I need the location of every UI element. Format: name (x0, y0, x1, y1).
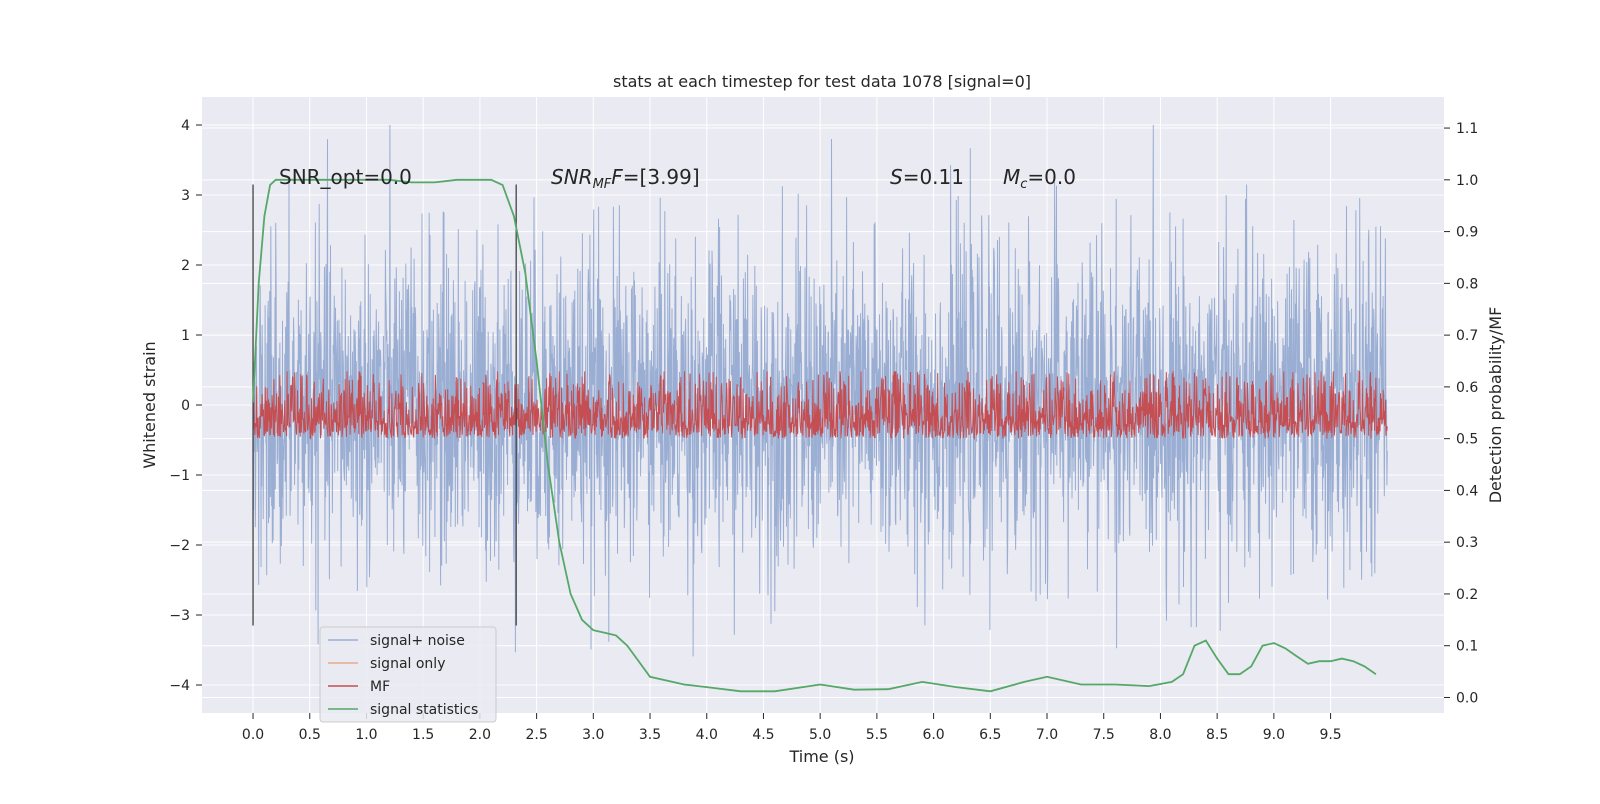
mc-value: =0.0 (1027, 165, 1076, 189)
y-tick-label: 3 (181, 188, 190, 204)
series-mf-line (252, 370, 1388, 440)
mc-symbol: M (1003, 165, 1020, 189)
y-tick-label: 4 (181, 118, 190, 134)
s-symbol: S (890, 165, 903, 189)
s-value: =0.11 (903, 165, 964, 189)
x-tick-label: 0.0 (242, 727, 264, 743)
series-signal-statistics-line (252, 178, 1377, 693)
snr-mf-f: F (611, 165, 623, 189)
x-tick-label: 7.0 (1036, 727, 1058, 743)
x-tick-label: 7.5 (1093, 727, 1115, 743)
snr-mf-value: =[3.99] (623, 165, 700, 189)
y-axis-label: Whitened strain (140, 341, 159, 468)
legend-box (319, 626, 497, 723)
y-axis-ticks: 4 3 2 1 0 −1 −2 −3 −4 (169, 118, 202, 694)
x-tick-label: 1.5 (412, 727, 434, 743)
y2-tick-label: 0.6 (1456, 380, 1478, 396)
legend-label-mf: MF (370, 679, 390, 695)
x-tick-label: 9.0 (1263, 727, 1285, 743)
vertical-markers (252, 184, 517, 626)
y-tick-label: 0 (181, 398, 190, 414)
y-tick-label: 1 (181, 328, 190, 344)
y2-tick-label: 0.3 (1456, 535, 1478, 551)
y-tick-label: −1 (169, 468, 190, 484)
y2-tick-label: 0.9 (1456, 225, 1478, 241)
y-tick-label: −4 (169, 678, 190, 694)
snr-mf-symbol: SNR (551, 165, 593, 189)
y2-tick-label: 0.7 (1456, 328, 1478, 344)
legend-label-signal-noise: signal+ noise (370, 633, 465, 649)
chart-title: stats at each timestep for test data 107… (613, 72, 1031, 91)
x-axis-label: Time (s) (788, 747, 854, 766)
legend-label-signal-only: signal only (370, 656, 445, 672)
y2-tick-label: 0.5 (1456, 432, 1478, 448)
x-tick-label: 1.0 (355, 727, 377, 743)
x-tick-label: 3.5 (639, 727, 661, 743)
x-tick-label: 9.5 (1319, 727, 1341, 743)
y-tick-label: −2 (169, 538, 190, 554)
annotation-mc: Mc=0.0 (1003, 165, 1076, 192)
y2-tick-label: 0.4 (1456, 483, 1478, 499)
y2-tick-label: 0.0 (1456, 690, 1478, 706)
y-tick-label: −3 (169, 608, 190, 624)
y2-tick-label: 0.1 (1456, 639, 1478, 655)
x-tick-label: 3.0 (582, 727, 604, 743)
snr-mf-subscript: MF (593, 177, 612, 192)
x-tick-label: 4.5 (752, 727, 774, 743)
x-tick-label: 6.5 (979, 727, 1001, 743)
mc-subscript: c (1020, 177, 1027, 192)
y2-tick-label: 0.8 (1456, 276, 1478, 292)
annotation-snr-mf: SNRMFF=[3.99] (551, 165, 700, 192)
x-tick-label: 8.5 (1206, 727, 1228, 743)
y2-axis-label: Detection probability/MF (1486, 307, 1505, 504)
annotation-s: S=0.11 (890, 165, 964, 189)
x-tick-label: 8.0 (1149, 727, 1171, 743)
x-tick-label: 6.0 (922, 727, 944, 743)
x-tick-label: 5.0 (809, 727, 831, 743)
y2-axis-ticks: 1.1 1.0 0.9 0.8 0.7 0.6 0.5 0.4 0.3 0.2 0.1 0.0 (1444, 121, 1478, 706)
y2-tick-label: 1.1 (1456, 121, 1478, 137)
x-tick-label: 4.0 (696, 727, 718, 743)
x-axis-ticks: 0.0 0.5 1.0 1.5 2.0 2.5 3.0 3.5 4.0 4.5 5.0 5.5 6.0 6… (242, 713, 1342, 743)
y2-tick-label: 1.0 (1456, 173, 1478, 189)
x-tick-label: 5.5 (866, 727, 888, 743)
x-tick-label: 0.5 (299, 727, 321, 743)
x-tick-label: 2.0 (469, 727, 491, 743)
y-tick-label: 2 (181, 258, 190, 274)
x-tick-label: 2.5 (525, 727, 547, 743)
legend-label-signal-statistics: signal statistics (370, 702, 478, 718)
y2-tick-label: 0.2 (1456, 587, 1478, 603)
legend: signal+ noise signal only MF signal stat… (319, 626, 497, 723)
annotation-snr-opt: SNR_opt=0.0 (279, 165, 412, 189)
